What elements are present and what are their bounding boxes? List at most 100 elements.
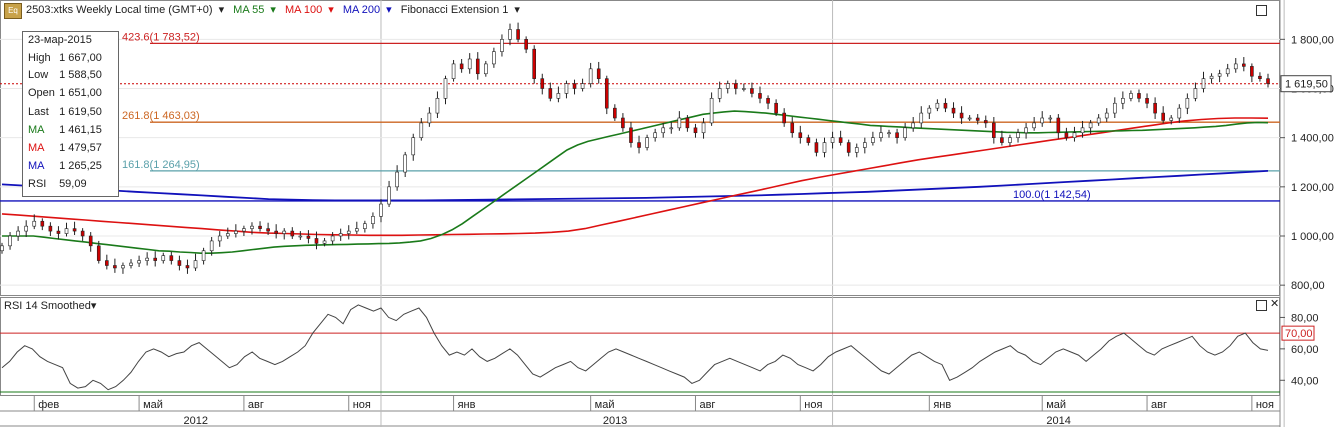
month-label: авг [248,399,264,411]
candle-body [467,58,472,70]
candle-body [105,260,109,266]
month-label: ноя [804,399,822,411]
candle-body [596,68,601,79]
price-tick-label: 1 800,00 [1291,34,1334,46]
fib-dropdown-icon[interactable]: ▾ [514,4,520,16]
candle-body [266,228,270,232]
price-tick-label: 1 000,00 [1291,231,1334,243]
info-value: 1 265,25 [59,160,102,172]
month-label: май [595,399,615,411]
info-label: Open [28,87,55,99]
candle-body [322,240,327,244]
candle-body [177,260,182,266]
candle-body [379,203,383,217]
candle-body [1193,88,1198,99]
instrument-icon: Eq [4,3,22,19]
rsi-dropdown-icon[interactable]: ▾ [90,300,97,312]
info-row-ma200: MA 1 265,25 [28,160,102,176]
candle-body [701,122,706,134]
ma200-dropdown-icon[interactable]: ▾ [386,4,392,16]
fib-level-label: 261.8(1 463,03) [122,110,200,122]
candle-body [846,142,851,153]
rsi-close-icon[interactable]: ✕ [1270,298,1280,310]
rsi-title[interactable]: RSI 14 Smoothed▾ [4,299,96,312]
fib-legend[interactable]: Fibonacci Extension 1 [400,4,509,16]
candle-body [863,142,867,148]
candle-body [733,83,738,89]
candle-body [516,29,520,40]
candle-body [201,250,206,261]
candle-body [64,228,69,234]
candle-body [572,83,577,89]
month-label: ноя [1256,399,1274,411]
symbol-dropdown-icon[interactable]: ▾ [218,4,225,16]
candle-body [314,238,319,244]
candle-body [88,235,93,247]
info-row-open: Open 1 651,00 [28,87,102,103]
candle-body [717,88,722,99]
info-value: 1 619,50 [59,106,102,118]
candle-body [959,112,964,119]
ma55-dropdown-icon[interactable]: ▾ [270,4,276,16]
candle-body [1137,93,1141,99]
candle-body [1201,78,1206,89]
ma100-line [1,117,1269,237]
candle-body [919,112,924,124]
candle-body [250,225,254,229]
candle-body [693,127,698,134]
candle-body [1088,122,1093,129]
month-label: ноя [353,399,371,411]
maximize-icon[interactable] [1256,5,1267,16]
candle-body [887,132,891,135]
info-value: 1 479,57 [59,142,102,154]
info-label: MA [28,160,45,172]
candle-body [1225,68,1230,75]
candle-body [72,228,77,232]
info-value: 1 461,15 [59,124,102,136]
ma55-legend[interactable]: MA 55 [233,4,265,16]
rsi-maximize-icon[interactable] [1256,300,1267,311]
candle-body [790,122,795,134]
candle-body [1024,127,1028,134]
candle-body [1169,117,1174,121]
candle-body [1000,137,1004,143]
candle-body [363,223,367,229]
candle-body [161,255,166,261]
ma100-legend[interactable]: MA 100 [284,4,323,16]
candle-body [1048,117,1053,120]
rsi-70-marker [1281,325,1315,341]
candle-body [798,132,803,138]
candle-body [500,39,504,52]
candle-body [1185,98,1190,109]
candle-body [1096,117,1101,124]
ma200-legend[interactable]: MA 200 [342,4,381,16]
ma100-dropdown-icon[interactable]: ▾ [328,4,334,16]
candle-body [1016,132,1020,138]
info-label: High [28,52,51,64]
info-value: 59,09 [59,178,87,190]
candle-body [1104,112,1109,119]
price-tick-label: 800,00 [1291,280,1325,292]
candle-body [685,117,690,129]
candle-body [290,230,295,237]
candle-body [443,78,448,99]
candle-body [524,39,528,50]
rsi-tick-label: 80,00 [1291,312,1319,324]
candle-body [879,132,883,138]
info-label: MA [28,124,45,136]
info-row-low: Low 1 588,50 [28,69,102,85]
candle-body [935,102,940,109]
candle-body [669,127,674,130]
candle-body [871,137,875,143]
info-label: RSI [28,178,47,190]
candle-body [475,58,480,75]
candle-body [451,63,456,79]
candle-body [1145,98,1149,104]
candle-body [1209,75,1214,79]
candle-body [556,93,561,99]
year-label: 2012 [184,415,208,427]
month-label: фев [38,399,59,411]
symbol-title[interactable]: 2503:xtks Weekly Local time (GMT+0) [26,4,213,16]
